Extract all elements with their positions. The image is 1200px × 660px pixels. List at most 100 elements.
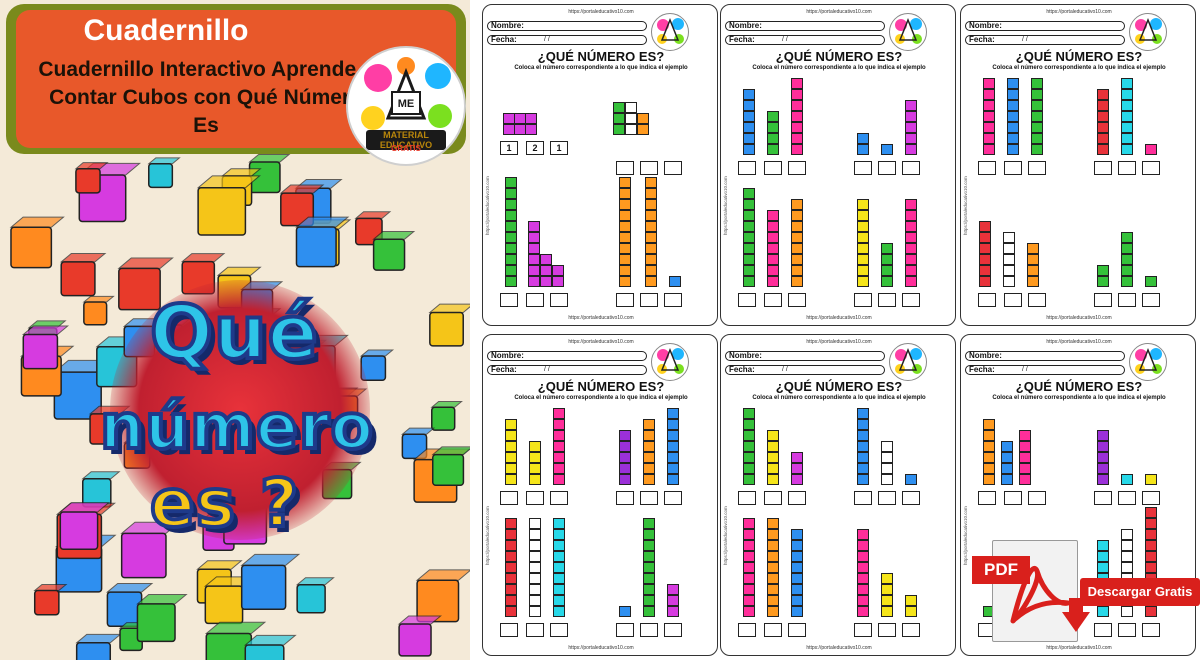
- answer-box[interactable]: [550, 491, 568, 505]
- answer-box[interactable]: [1004, 161, 1022, 175]
- date-field[interactable]: Fecha: / /: [487, 35, 647, 45]
- answer-box[interactable]: [616, 293, 634, 307]
- answer-box[interactable]: [664, 491, 682, 505]
- cube: [553, 452, 565, 463]
- answer-box[interactable]: [1118, 161, 1136, 175]
- name-field[interactable]: Nombre:: [487, 21, 647, 31]
- answer-box[interactable]: [878, 623, 896, 637]
- answer-box[interactable]: [738, 623, 756, 637]
- answer-box[interactable]: [878, 491, 896, 505]
- answer-box[interactable]: [526, 623, 544, 637]
- name-label: Nombre:: [491, 21, 524, 30]
- answer-box[interactable]: [640, 491, 658, 505]
- name-field[interactable]: Nombre:: [725, 351, 885, 361]
- cube: [1121, 78, 1133, 89]
- answer-box[interactable]: [640, 293, 658, 307]
- cube: [881, 573, 893, 584]
- answer-box[interactable]: [788, 623, 806, 637]
- answer-box[interactable]: [1028, 293, 1046, 307]
- cube: [619, 474, 631, 485]
- answer-box[interactable]: [526, 293, 544, 307]
- answer-box[interactable]: [616, 161, 634, 175]
- answer-box[interactable]: [738, 293, 756, 307]
- date-field[interactable]: Fecha: / /: [725, 365, 885, 375]
- cube: [791, 463, 803, 474]
- cube: [1027, 254, 1039, 265]
- answer-box[interactable]: [616, 491, 634, 505]
- answer-box[interactable]: [1004, 293, 1022, 307]
- worksheet-page: https://portaleducativo10.com https://por…: [720, 4, 956, 326]
- answer-box[interactable]: [878, 293, 896, 307]
- answer-box[interactable]: [1118, 623, 1136, 637]
- answer-box[interactable]: [1142, 161, 1160, 175]
- answer-box[interactable]: [1094, 623, 1112, 637]
- cube: [529, 584, 541, 595]
- answer-box[interactable]: [764, 491, 782, 505]
- answer-box[interactable]: [1118, 491, 1136, 505]
- answer-box[interactable]: [878, 161, 896, 175]
- answer-box[interactable]: [500, 491, 518, 505]
- answer-box[interactable]: [1004, 491, 1022, 505]
- cube: [1097, 606, 1109, 617]
- answer-box[interactable]: [902, 623, 920, 637]
- date-field[interactable]: Fecha: / /: [487, 365, 647, 375]
- answer-box[interactable]: [1142, 623, 1160, 637]
- pdf-badge[interactable]: PDF: [972, 540, 1082, 660]
- answer-box[interactable]: [1094, 491, 1112, 505]
- answer-box[interactable]: [1094, 161, 1112, 175]
- cube: [1007, 111, 1019, 122]
- answer-box[interactable]: [788, 293, 806, 307]
- answer-box[interactable]: [664, 623, 682, 637]
- name-field[interactable]: Nombre:: [965, 351, 1125, 361]
- cube: [1019, 463, 1031, 474]
- cube: [767, 474, 779, 485]
- answer-box[interactable]: [854, 491, 872, 505]
- name-field[interactable]: Nombre:: [965, 21, 1125, 31]
- cube: [643, 562, 655, 573]
- cube: [613, 113, 625, 124]
- answer-box[interactable]: [764, 623, 782, 637]
- answer-box[interactable]: [1028, 491, 1046, 505]
- answer-box[interactable]: [902, 293, 920, 307]
- answer-box[interactable]: [500, 293, 518, 307]
- date-field[interactable]: Fecha: / /: [965, 365, 1125, 375]
- answer-box[interactable]: [526, 491, 544, 505]
- answer-box[interactable]: [978, 161, 996, 175]
- name-field[interactable]: Nombre:: [487, 351, 647, 361]
- answer-box[interactable]: [902, 161, 920, 175]
- download-free-button[interactable]: Descargar Gratis: [1080, 578, 1200, 606]
- decor-cube: [81, 471, 121, 508]
- answer-box[interactable]: [550, 293, 568, 307]
- answer-box[interactable]: [978, 293, 996, 307]
- cube: [1003, 276, 1015, 287]
- answer-box[interactable]: [788, 491, 806, 505]
- answer-box[interactable]: [1094, 293, 1112, 307]
- answer-box[interactable]: [664, 293, 682, 307]
- answer-box[interactable]: [854, 161, 872, 175]
- answer-box[interactable]: [738, 491, 756, 505]
- cube: [743, 276, 755, 287]
- answer-box[interactable]: [500, 623, 518, 637]
- answer-box[interactable]: [978, 491, 996, 505]
- name-field[interactable]: Nombre:: [725, 21, 885, 31]
- answer-box[interactable]: [764, 161, 782, 175]
- answer-box[interactable]: [854, 623, 872, 637]
- answer-box[interactable]: [1028, 161, 1046, 175]
- answer-box[interactable]: [616, 623, 634, 637]
- answer-box[interactable]: [764, 293, 782, 307]
- answer-box[interactable]: [640, 623, 658, 637]
- date-field[interactable]: Fecha: / /: [965, 35, 1125, 45]
- answer-box[interactable]: [1142, 293, 1160, 307]
- date-field[interactable]: Fecha: / /: [725, 35, 885, 45]
- answer-box[interactable]: [788, 161, 806, 175]
- answer-box[interactable]: [854, 293, 872, 307]
- answer-box[interactable]: [1118, 293, 1136, 307]
- answer-box[interactable]: [738, 161, 756, 175]
- answer-box[interactable]: [1142, 491, 1160, 505]
- answer-box[interactable]: [902, 491, 920, 505]
- cube: [1121, 606, 1133, 617]
- answer-box[interactable]: [550, 623, 568, 637]
- decor-cube: [204, 621, 267, 660]
- answer-box[interactable]: [640, 161, 658, 175]
- answer-box[interactable]: [664, 161, 682, 175]
